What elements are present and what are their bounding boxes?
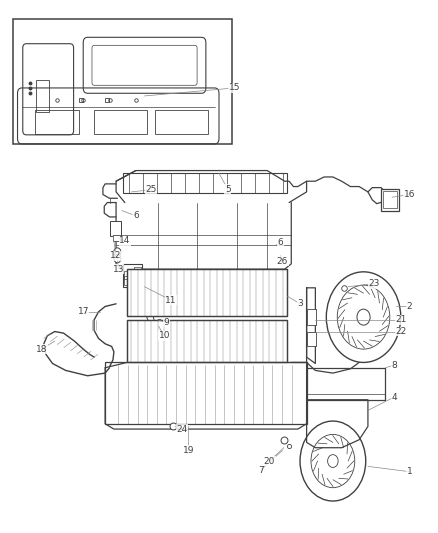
Text: 18: 18 [36, 345, 47, 353]
Bar [127, 269, 287, 316]
Bar [307, 332, 316, 346]
Bar [36, 80, 49, 112]
Text: 19: 19 [183, 446, 194, 455]
Bar [127, 269, 287, 316]
Circle shape [326, 272, 401, 362]
Text: 10: 10 [159, 332, 170, 340]
Circle shape [357, 309, 370, 325]
Text: 3: 3 [297, 300, 303, 308]
Bar [113, 235, 120, 241]
Text: 25: 25 [145, 185, 157, 194]
Circle shape [114, 254, 121, 263]
Text: 13: 13 [113, 265, 124, 273]
Bar [123, 173, 287, 193]
Circle shape [328, 455, 338, 467]
Bar [127, 320, 287, 362]
Text: 22: 22 [395, 327, 406, 336]
Text: 21: 21 [395, 316, 406, 324]
Bar [124, 271, 132, 279]
Bar [383, 191, 397, 208]
Bar [123, 264, 142, 287]
Text: 7: 7 [258, 466, 264, 474]
Text: 1: 1 [406, 467, 413, 476]
Bar [381, 189, 399, 211]
Text: 15: 15 [229, 84, 240, 92]
Text: 6: 6 [133, 212, 139, 220]
Text: 8: 8 [391, 361, 397, 369]
Circle shape [114, 248, 121, 256]
Bar [307, 309, 316, 325]
Text: 5: 5 [225, 185, 231, 193]
Text: 14: 14 [119, 237, 131, 245]
Bar [124, 276, 132, 285]
Text: 17: 17 [78, 308, 89, 316]
Text: 11: 11 [165, 296, 177, 304]
Text: 26: 26 [277, 257, 288, 265]
Bar [105, 362, 307, 424]
Circle shape [300, 421, 366, 501]
Bar [94, 110, 147, 134]
Text: 20: 20 [264, 457, 275, 465]
Bar [13, 19, 232, 144]
Text: 24: 24 [176, 425, 187, 433]
Text: 6: 6 [277, 238, 283, 247]
Text: 23: 23 [369, 279, 380, 288]
Bar [35, 110, 79, 134]
Bar [155, 110, 208, 134]
Bar [127, 320, 287, 362]
Text: 2: 2 [407, 302, 412, 311]
Text: 12: 12 [110, 252, 122, 260]
Bar [134, 266, 141, 285]
Bar [110, 221, 121, 236]
Text: 4: 4 [392, 393, 397, 401]
Text: 16: 16 [404, 190, 415, 199]
Text: 9: 9 [163, 318, 170, 327]
